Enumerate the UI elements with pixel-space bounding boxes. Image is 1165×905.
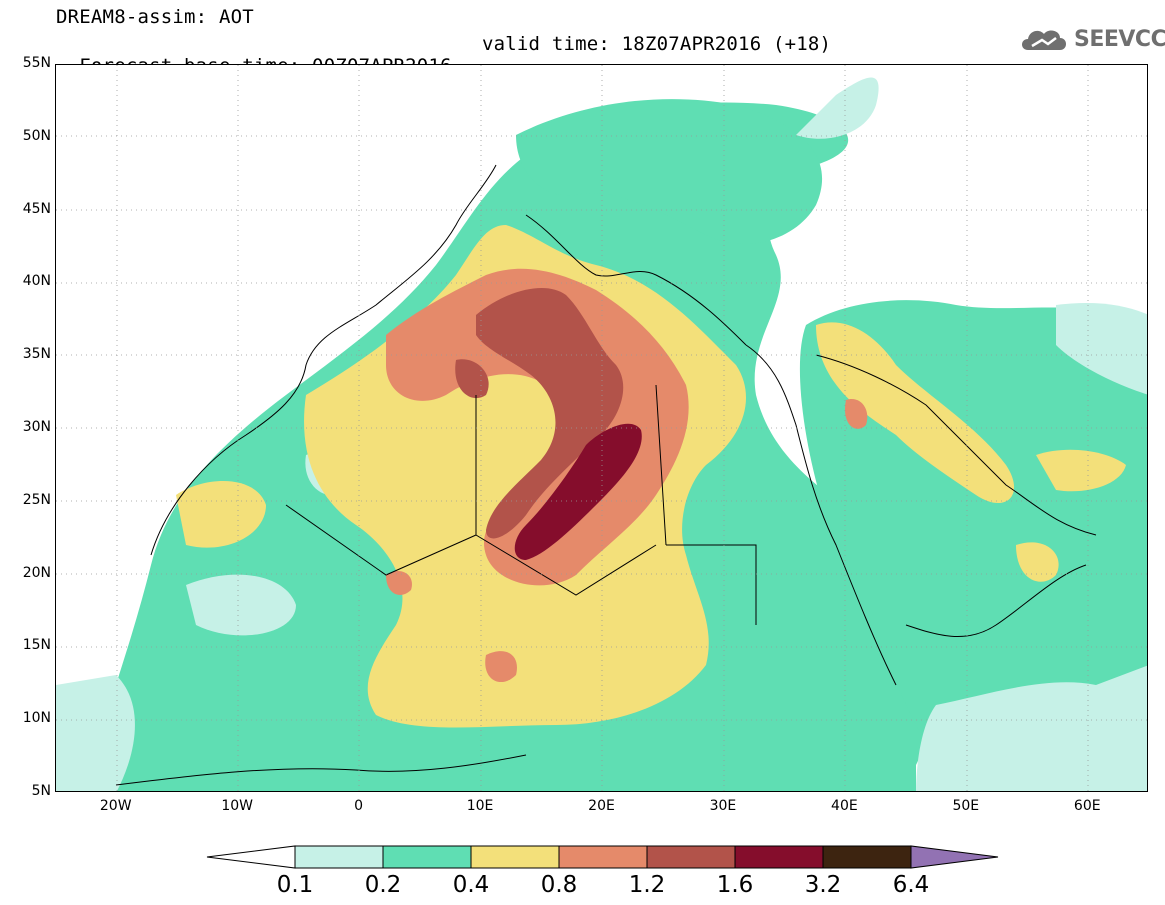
colorbar-segment — [558, 845, 648, 869]
lat-label: 25N — [22, 491, 51, 508]
logo-text: SEEVCCC — [1074, 26, 1165, 52]
colorbar-label: 1.2 — [628, 872, 666, 898]
lat-label: 45N — [22, 200, 51, 217]
colorbar-segment — [470, 845, 560, 869]
lon-label: 20E — [588, 798, 615, 814]
colorbar-label: 3.2 — [804, 872, 842, 898]
colorbar-segment — [822, 845, 912, 869]
lon-label: 50E — [952, 798, 980, 814]
lon-label: 0 — [354, 798, 364, 814]
colorbar-segment — [646, 845, 736, 869]
colorbar-label: 0.2 — [364, 872, 402, 898]
aot-level-1.2 — [455, 287, 624, 539]
coastlines — [115, 164, 1097, 786]
lon-label: 40E — [831, 798, 858, 814]
lat-label: 55N — [22, 55, 51, 71]
colorbar-under-arrow — [206, 845, 296, 869]
aot-level-1.6 — [514, 423, 642, 560]
aot-level-0.8 — [386, 268, 868, 683]
colorbar-segment — [734, 845, 824, 869]
lon-label: 30E — [709, 798, 737, 814]
aot-map — [55, 64, 1148, 792]
lat-label: 20N — [22, 564, 51, 581]
lon-label: 60E — [1073, 798, 1101, 814]
lat-label: 30N — [22, 419, 51, 435]
colorbar-label: 0.4 — [452, 872, 490, 898]
lat-label: 50N — [22, 127, 51, 144]
colorbar-label: 1.6 — [716, 872, 754, 898]
colorbar-label: 6.4 — [892, 872, 930, 898]
colorbar-over-arrow — [910, 845, 999, 869]
lat-label: 35N — [22, 346, 51, 363]
lon-label: 10E — [466, 798, 494, 814]
map-canvas — [56, 65, 1147, 791]
chart-title: DREAM8-assim: AOT — [56, 6, 254, 28]
seevccc-logo: SEEVCCC — [1018, 22, 1165, 56]
valid-time-label: valid time: 18Z07APR2016 (+18) — [482, 33, 832, 55]
cloud-icon — [1022, 30, 1066, 50]
lon-label: 20W — [99, 798, 132, 814]
lat-label: 5N — [31, 783, 51, 799]
colorbar-label: 0.8 — [540, 872, 578, 898]
colorbar-label: 0.1 — [276, 872, 314, 898]
colorbar-segment — [294, 845, 384, 869]
lat-label: 10N — [22, 710, 51, 727]
lat-label: 40N — [22, 273, 51, 290]
colorbar — [206, 845, 999, 869]
lat-label: 15N — [22, 637, 51, 654]
lon-label: 10W — [221, 798, 253, 814]
colorbar-segment — [382, 845, 472, 869]
graticule — [56, 65, 1147, 791]
